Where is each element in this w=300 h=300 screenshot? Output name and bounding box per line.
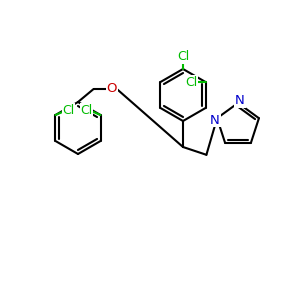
Text: Cl: Cl <box>80 103 93 116</box>
Text: Cl: Cl <box>62 103 75 116</box>
Text: N: N <box>235 94 245 107</box>
Text: Cl: Cl <box>177 50 189 64</box>
Text: O: O <box>106 82 117 95</box>
Text: N: N <box>210 114 220 127</box>
Text: Cl: Cl <box>185 76 198 88</box>
